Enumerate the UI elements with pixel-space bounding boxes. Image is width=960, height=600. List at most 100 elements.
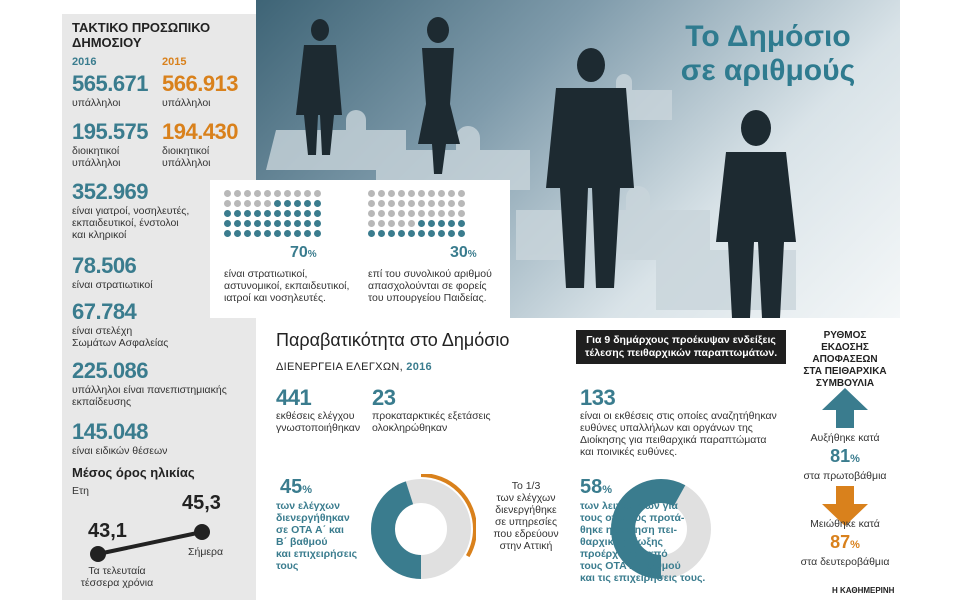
dot xyxy=(304,210,311,217)
dot xyxy=(418,220,425,227)
dot xyxy=(234,220,241,227)
dot xyxy=(224,230,231,237)
dot xyxy=(398,190,405,197)
rate-title: ΡΥΘΜΟΣ ΕΚΔΟΣΗΣ ΑΠΟΦΑΣΕΩΝ ΣΤΑ ΠΕΙΘΑΡΧΙΚΑ ΣΥΜ… xyxy=(803,330,887,389)
dot xyxy=(234,230,241,237)
age-line-chart xyxy=(90,524,210,562)
donut2-pct: 58% xyxy=(580,476,613,498)
dot xyxy=(408,220,415,227)
stat-professionals-label: είναι γιατροί, νοσηλευτές, εκπαιδευτικοί,… xyxy=(72,205,190,241)
dot xyxy=(254,200,261,207)
dot xyxy=(408,200,415,207)
rate-down-label: Μειώθηκε κατά xyxy=(810,518,880,530)
stat-professionals-value: 352.969 xyxy=(72,179,149,204)
rate-down-sub: στα δευτεροβάθμια xyxy=(800,556,890,568)
dot xyxy=(274,190,281,197)
preliminary-label: προκαταρκτικές εξετάσεις ολοκληρώθηκαν xyxy=(372,410,491,434)
dot xyxy=(284,190,291,197)
dot xyxy=(284,230,291,237)
credit: Η ΚΑΘΗΜΕΡΙΝΗ xyxy=(832,586,895,595)
dot xyxy=(274,230,281,237)
dot xyxy=(304,230,311,237)
dot xyxy=(274,220,281,227)
year-2015: 2015 xyxy=(162,56,187,68)
dot xyxy=(368,220,375,227)
hero-illustration xyxy=(266,17,796,318)
dot xyxy=(224,190,231,197)
age-now-dot xyxy=(194,524,210,540)
dot xyxy=(294,210,301,217)
dot xyxy=(314,220,321,227)
dot xyxy=(408,230,415,237)
heading-line: ΤΑΚΤΙΚΟ ΠΡΟΣΩΠΙΚΟ xyxy=(72,20,211,35)
dot xyxy=(368,190,375,197)
dot xyxy=(314,200,321,207)
stat-military-value: 78.506 xyxy=(72,253,137,278)
dot xyxy=(234,190,241,197)
staff-heading: ΤΑΚΤΙΚΟ ΠΡΟΣΩΠΙΚΟ ΔΗΜΟΣΙΟΥ xyxy=(72,20,210,50)
dots-grid-70 xyxy=(224,190,323,239)
responsibility-count: 133 xyxy=(580,385,616,410)
rate-down-value: 87% xyxy=(830,532,860,552)
violation-subtitle: ΔΙΕΝΕΡΓΕΙΑ ΕΛΕΓΧΩΝ, 2016 xyxy=(276,361,432,373)
dot xyxy=(438,210,445,217)
title-line: Το Δημόσιο xyxy=(685,20,851,53)
dot xyxy=(368,200,375,207)
dots2-pct: 30% xyxy=(450,244,477,261)
employees-2016: 565.671 xyxy=(72,71,149,96)
dot xyxy=(264,200,271,207)
dot xyxy=(224,200,231,207)
dot xyxy=(264,190,271,197)
dot xyxy=(378,230,385,237)
dot xyxy=(368,230,375,237)
heading-line: ΔΗΜΟΣΙΟΥ xyxy=(72,35,142,50)
admin-label: διοικητικοί υπάλληλοι xyxy=(72,145,121,169)
dot xyxy=(244,190,251,197)
dot xyxy=(428,200,435,207)
age-trend-line xyxy=(97,530,203,556)
age-unit: Ετη xyxy=(72,485,89,497)
dot xyxy=(314,230,321,237)
dot xyxy=(234,210,241,217)
stat-special-label: είναι ειδικών θέσεων xyxy=(72,445,168,457)
dot xyxy=(304,190,311,197)
dot xyxy=(388,220,395,227)
dot xyxy=(388,190,395,197)
responsibility-label: είναι οι εκθέσεις στις οποίες αναζητήθηκ… xyxy=(580,410,777,458)
dot xyxy=(448,210,455,217)
dot xyxy=(274,200,281,207)
dot xyxy=(254,190,261,197)
dot xyxy=(244,210,251,217)
dot xyxy=(418,200,425,207)
dot xyxy=(418,210,425,217)
stat-security-value: 67.784 xyxy=(72,299,137,324)
dot xyxy=(224,210,231,217)
dot xyxy=(418,190,425,197)
preliminary-count: 23 xyxy=(372,385,396,410)
year-2016: 2016 xyxy=(72,56,97,68)
admin-label: διοικητικοί υπάλληλοι xyxy=(162,145,211,169)
reports-label: εκθέσεις ελέγχου γνωστοποιήθηκαν xyxy=(276,410,361,434)
dot xyxy=(458,200,465,207)
dot xyxy=(398,200,405,207)
dot xyxy=(448,190,455,197)
donut-segment xyxy=(371,479,471,579)
main-title: Το Δημόσιο σε αριθμούς xyxy=(648,20,888,88)
reports-count: 441 xyxy=(276,385,312,410)
donut-chart-2 xyxy=(611,479,711,579)
stat-military-label: είναι στρατιωτικοί xyxy=(72,279,153,291)
dot xyxy=(234,200,241,207)
arrow-down-icon xyxy=(822,486,868,526)
donut-segment xyxy=(611,479,711,579)
dot xyxy=(314,190,321,197)
mayors-banner: Για 9 δημάρχους προέκυψαν ενδείξεις τέλεσ… xyxy=(576,330,786,364)
dot xyxy=(408,210,415,217)
dot xyxy=(294,220,301,227)
dot xyxy=(438,190,445,197)
dot xyxy=(458,210,465,217)
stat-security-label: είναι στελέχη Σωμάτων Ασφαλείας xyxy=(72,325,169,349)
dot xyxy=(398,210,405,217)
stat-special-value: 145.048 xyxy=(72,419,149,444)
donut1-pct: 45% xyxy=(280,476,313,498)
dot xyxy=(254,230,261,237)
